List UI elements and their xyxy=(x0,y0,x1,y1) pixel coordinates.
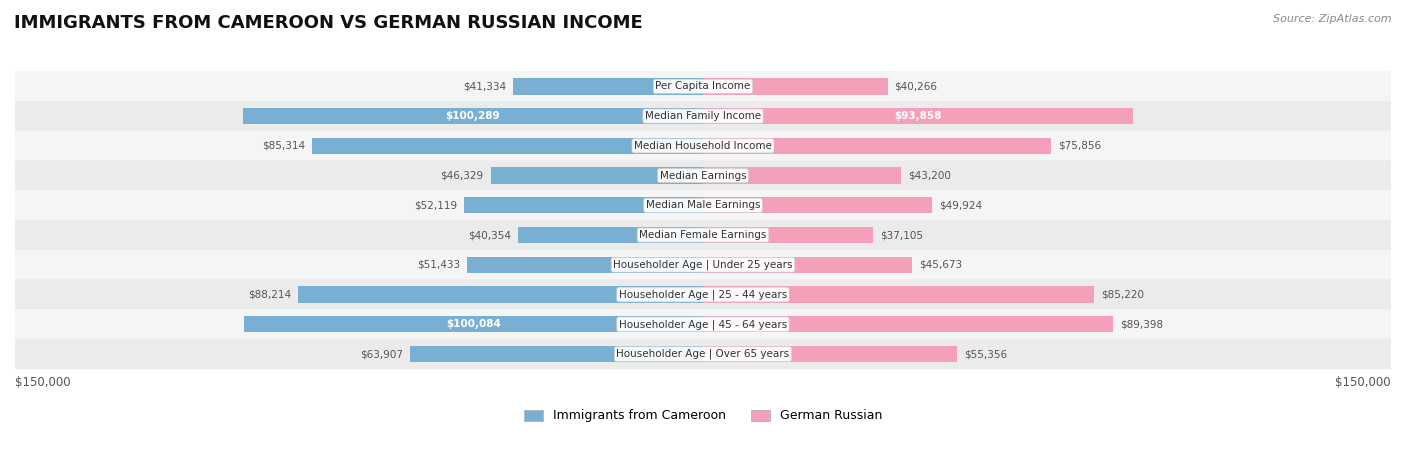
Text: $49,924: $49,924 xyxy=(939,200,981,210)
Text: Median Household Income: Median Household Income xyxy=(634,141,772,151)
Text: $100,084: $100,084 xyxy=(446,319,501,329)
Bar xyxy=(703,346,957,362)
Bar xyxy=(245,316,703,333)
Text: $88,214: $88,214 xyxy=(249,290,291,299)
Bar xyxy=(298,286,703,303)
Text: Householder Age | 25 - 44 years: Householder Age | 25 - 44 years xyxy=(619,289,787,300)
Text: Median Earnings: Median Earnings xyxy=(659,170,747,181)
Bar xyxy=(703,138,1050,154)
Text: $85,314: $85,314 xyxy=(262,141,305,151)
FancyBboxPatch shape xyxy=(15,131,1391,161)
Text: Householder Age | Over 65 years: Householder Age | Over 65 years xyxy=(616,349,790,359)
Text: $150,000: $150,000 xyxy=(1336,376,1391,389)
Text: Householder Age | Under 25 years: Householder Age | Under 25 years xyxy=(613,260,793,270)
Text: Per Capita Income: Per Capita Income xyxy=(655,81,751,92)
Text: $150,000: $150,000 xyxy=(15,376,70,389)
Text: $51,433: $51,433 xyxy=(418,260,460,270)
FancyBboxPatch shape xyxy=(15,160,1391,191)
Bar xyxy=(467,257,703,273)
Text: $75,856: $75,856 xyxy=(1057,141,1101,151)
Text: Source: ZipAtlas.com: Source: ZipAtlas.com xyxy=(1274,14,1392,24)
Bar xyxy=(513,78,703,94)
Text: IMMIGRANTS FROM CAMEROON VS GERMAN RUSSIAN INCOME: IMMIGRANTS FROM CAMEROON VS GERMAN RUSSI… xyxy=(14,14,643,32)
FancyBboxPatch shape xyxy=(15,309,1391,340)
Text: $46,329: $46,329 xyxy=(440,170,484,181)
FancyBboxPatch shape xyxy=(15,279,1391,310)
Text: $40,266: $40,266 xyxy=(894,81,938,92)
FancyBboxPatch shape xyxy=(15,101,1391,131)
Text: $40,354: $40,354 xyxy=(468,230,510,240)
Bar xyxy=(491,167,703,184)
Bar xyxy=(703,257,912,273)
Bar xyxy=(243,108,703,124)
Text: $63,907: $63,907 xyxy=(360,349,404,359)
Bar xyxy=(703,78,887,94)
Legend: Immigrants from Cameroon, German Russian: Immigrants from Cameroon, German Russian xyxy=(519,404,887,427)
Text: $89,398: $89,398 xyxy=(1121,319,1163,329)
FancyBboxPatch shape xyxy=(15,71,1391,101)
Text: Householder Age | 45 - 64 years: Householder Age | 45 - 64 years xyxy=(619,319,787,330)
Text: $55,356: $55,356 xyxy=(963,349,1007,359)
Text: $52,119: $52,119 xyxy=(413,200,457,210)
Bar xyxy=(703,108,1133,124)
FancyBboxPatch shape xyxy=(15,220,1391,250)
Bar xyxy=(411,346,703,362)
Text: $43,200: $43,200 xyxy=(908,170,950,181)
Bar xyxy=(703,227,873,243)
FancyBboxPatch shape xyxy=(15,250,1391,280)
Text: Median Male Earnings: Median Male Earnings xyxy=(645,200,761,210)
FancyBboxPatch shape xyxy=(15,339,1391,369)
Bar xyxy=(464,197,703,213)
Bar xyxy=(703,167,901,184)
FancyBboxPatch shape xyxy=(15,190,1391,220)
Bar xyxy=(703,197,932,213)
Bar xyxy=(312,138,703,154)
Text: $41,334: $41,334 xyxy=(464,81,506,92)
Text: $100,289: $100,289 xyxy=(446,111,501,121)
Bar xyxy=(517,227,703,243)
Bar xyxy=(703,286,1094,303)
Text: $37,105: $37,105 xyxy=(880,230,924,240)
Bar xyxy=(703,316,1114,333)
Text: Median Female Earnings: Median Female Earnings xyxy=(640,230,766,240)
Text: $45,673: $45,673 xyxy=(920,260,963,270)
Text: $85,220: $85,220 xyxy=(1101,290,1143,299)
Text: $93,858: $93,858 xyxy=(894,111,942,121)
Text: Median Family Income: Median Family Income xyxy=(645,111,761,121)
